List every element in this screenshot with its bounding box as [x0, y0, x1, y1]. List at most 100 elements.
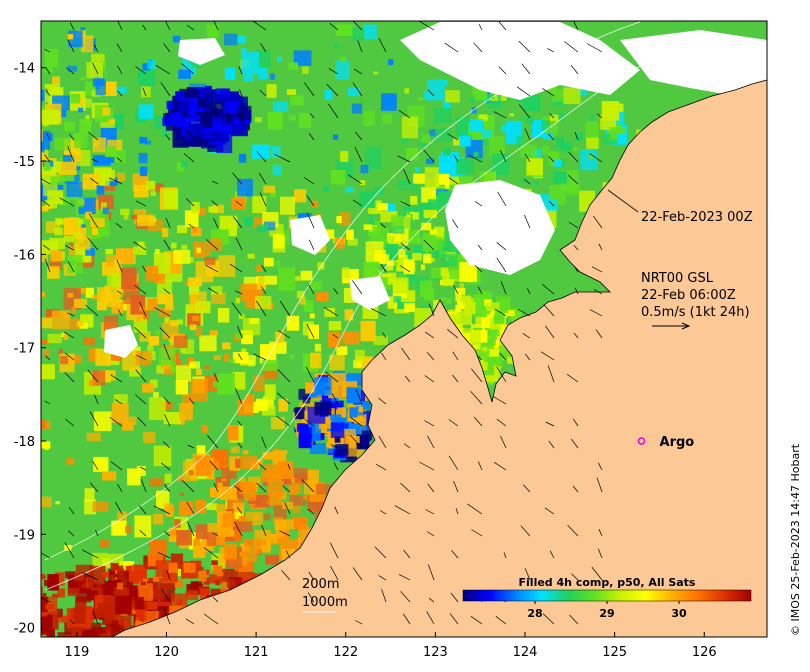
sst-pixel [333, 43, 339, 49]
sst-pixel [185, 590, 199, 601]
sst-pixel [58, 348, 63, 355]
sst-pixel [575, 132, 583, 141]
current-vector [306, 212, 315, 229]
sst-pixel [180, 117, 191, 127]
current-vector [165, 134, 171, 141]
sst-pixel [241, 330, 253, 345]
sst-pixel [71, 150, 82, 163]
sst-pixel [138, 241, 145, 249]
sst-pixel [277, 460, 291, 472]
sst-pixel [117, 582, 124, 590]
sst-pixel [159, 586, 168, 596]
sst-pixel [142, 383, 155, 393]
current-vector [423, 239, 435, 251]
sst-pixel [44, 48, 59, 67]
sst-pixel [57, 588, 65, 598]
sst-pixel [41, 596, 48, 613]
sst-pixel [404, 88, 409, 94]
current-vector [183, 153, 195, 163]
current-vector [449, 613, 459, 625]
sst-pixel [105, 169, 115, 182]
sst-pixel [264, 384, 276, 400]
current-vector [274, 153, 291, 163]
sst-pixel [421, 187, 437, 203]
sst-pixel [223, 544, 237, 560]
sst-pixel [92, 501, 109, 512]
sst-pixel [83, 337, 95, 345]
plot-frame [40, 20, 768, 638]
current-vector [203, 547, 219, 559]
sst-pixel [213, 114, 220, 123]
lat-tick-label: -20 [14, 622, 35, 637]
sst-pixel [290, 485, 298, 496]
sst-pixel [406, 214, 411, 217]
sst-pixel [263, 478, 270, 486]
sst-pixel [274, 519, 287, 531]
current-vector [67, 312, 75, 317]
sst-pixel [57, 632, 73, 637]
sst-pixel [41, 129, 43, 142]
current-vector [252, 21, 267, 31]
current-vector [403, 549, 411, 559]
lon-tick-label: 123 [423, 645, 448, 660]
sst-pixel [409, 212, 423, 220]
sst-pixel [335, 444, 349, 456]
sst-pixel [41, 419, 46, 429]
sst-pixel [195, 327, 203, 337]
current-vector [591, 566, 603, 581]
sst-pixel [472, 107, 477, 114]
sst-pixel [235, 191, 247, 203]
current-vector [92, 62, 99, 75]
current-vector [159, 327, 171, 339]
sst-pixel [215, 94, 229, 103]
sst-pixel [542, 146, 549, 155]
sst-pixel [116, 172, 126, 182]
sst-pixel [263, 257, 274, 267]
sst-pixel [156, 365, 165, 374]
sst-pixel [406, 293, 414, 298]
sst-pixel [543, 132, 554, 140]
sst-pixel [54, 227, 63, 236]
sst-pixel [358, 191, 376, 208]
sst-pixel [139, 166, 148, 177]
sst-pixel [63, 235, 75, 243]
sst-pixel [41, 130, 51, 150]
sst-pixel [127, 468, 141, 486]
sst-pixel [240, 550, 257, 562]
sst-pixel [155, 249, 160, 254]
current-vector [142, 266, 147, 273]
sst-pixel [197, 97, 214, 107]
sst-pixel [213, 355, 221, 360]
sst-pixel [209, 130, 228, 143]
sst-pixel [413, 173, 425, 184]
sst-pixel [309, 281, 322, 291]
current-vector [261, 286, 267, 295]
sst-pixel [164, 473, 172, 484]
sst-pixel [41, 594, 42, 600]
sst-pixel [41, 153, 48, 161]
sst-pixel [286, 89, 296, 95]
current-vector [477, 286, 483, 295]
sst-pixel [481, 130, 493, 138]
current-vector [473, 416, 483, 427]
sst-pixel [188, 470, 194, 476]
date-annotation: 22-Feb-2023 00Z [607, 189, 753, 225]
sst-pixel [198, 207, 207, 216]
sst-pixel [302, 66, 309, 75]
sst-pixel [359, 414, 371, 425]
current-vector [234, 290, 243, 295]
sst-pixel [292, 506, 301, 514]
current-vector [116, 290, 123, 295]
sst-pixel [54, 137, 71, 151]
current-vector [41, 552, 51, 559]
sst-pixel [43, 615, 53, 629]
sst-pixel [294, 407, 305, 419]
current-vector [85, 304, 99, 317]
current-vector [475, 201, 483, 207]
sst-pixel [41, 586, 43, 604]
current-vector [64, 542, 75, 559]
current-vector [426, 351, 435, 361]
sst-pixel [85, 115, 90, 119]
sst-pixel [445, 90, 460, 103]
sst-pixel [79, 322, 88, 329]
